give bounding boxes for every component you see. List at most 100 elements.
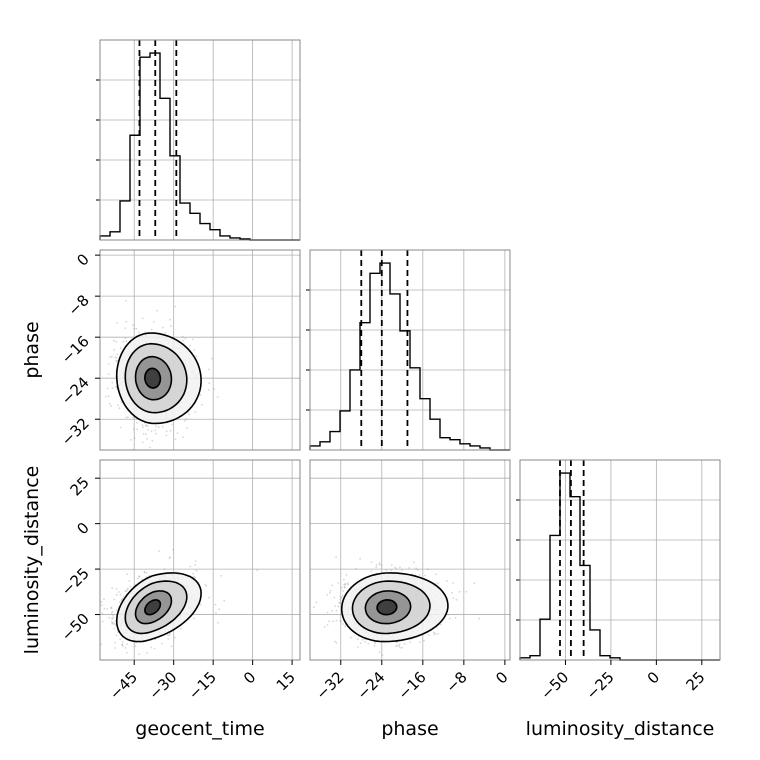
scatter-point [188, 413, 191, 416]
scatter-point [111, 617, 113, 620]
density-shading [376, 599, 398, 616]
scatter-point [168, 557, 171, 560]
scatter-point [332, 620, 335, 623]
scatter-point [192, 617, 195, 620]
scatter-point [112, 615, 114, 617]
scatter-point [125, 652, 128, 654]
scatter-point [346, 583, 349, 586]
scatter-point [478, 617, 481, 620]
density-contour [134, 355, 173, 401]
scatter-point [150, 430, 153, 433]
scatter-point [109, 402, 111, 405]
panel-frame [519, 459, 721, 661]
scatter-point [130, 439, 132, 441]
scatter-point [136, 428, 139, 431]
scatter-point [333, 596, 336, 599]
scatter-point [214, 603, 217, 606]
scatter-point [192, 572, 195, 575]
scatter-point [409, 641, 411, 643]
scatter-point [378, 651, 381, 654]
scatter-point [145, 572, 148, 574]
scatter-point [169, 556, 171, 558]
scatter-point [342, 623, 344, 625]
scatter-point [176, 432, 179, 434]
scatter-point [172, 548, 175, 551]
scatter-point [125, 340, 128, 343]
scatter-point [145, 576, 148, 578]
scatter-point [157, 426, 160, 429]
scatter-point [111, 623, 113, 625]
scatter-point [337, 605, 340, 608]
panel-frame [99, 249, 301, 451]
scatter-point [394, 566, 397, 569]
scatter-point [208, 596, 211, 599]
scatter-point [110, 606, 113, 609]
scatter-point [323, 625, 326, 628]
scatter-point [331, 584, 333, 587]
scatter-point [133, 327, 135, 330]
scatter-point [359, 642, 362, 645]
scatter-point [115, 609, 118, 612]
scatter-point [111, 587, 114, 590]
scatter-point [167, 637, 170, 640]
scatter-point [111, 381, 114, 384]
scatter-point [390, 564, 393, 566]
scatter-point [465, 590, 468, 593]
scatter-point [112, 621, 114, 624]
scatter-point [104, 396, 107, 398]
panel-frame [309, 459, 511, 661]
scatter-point [111, 610, 114, 613]
scatter-point [169, 429, 172, 432]
scatter-point [141, 441, 144, 443]
x-axis-label: luminosity_distance [526, 718, 715, 740]
scatter-point [125, 320, 128, 323]
scatter-point [434, 573, 437, 576]
scatter-point [446, 579, 448, 582]
scatter-point [106, 387, 109, 390]
scatter-point [121, 597, 124, 600]
scatter-point [338, 601, 340, 604]
scatter-point [121, 641, 124, 643]
scatter-point [195, 355, 198, 358]
scatter-point [154, 429, 157, 432]
scatter-point [183, 419, 186, 422]
scatter-point [143, 570, 146, 573]
scatter-point [146, 437, 149, 440]
scatter-point [436, 582, 439, 584]
scatter-point [396, 641, 398, 644]
scatter-point [340, 621, 342, 623]
scatter-point [199, 603, 202, 606]
scatter-point [145, 433, 147, 436]
scatter-point [437, 632, 439, 635]
hist-panel-geocent_time [96, 39, 301, 241]
scatter-point [335, 619, 338, 622]
scatter-point [174, 438, 177, 441]
scatter-point [115, 341, 118, 343]
scatter-point [155, 432, 158, 435]
scatter-point [399, 646, 402, 649]
scatter-point [103, 598, 105, 600]
scatter-point [329, 592, 331, 594]
scatter-point [374, 642, 376, 645]
scatter-point [199, 394, 202, 396]
scatter-point [370, 570, 373, 573]
scatter-point [342, 578, 345, 581]
scatter-point [396, 644, 399, 647]
panel-content [104, 300, 219, 450]
scatter-point [213, 388, 216, 390]
scatter-point [424, 574, 426, 577]
scatter-point [334, 640, 336, 643]
scatter-point [144, 425, 147, 427]
scatter-point [134, 645, 137, 648]
scatter-point [378, 563, 381, 566]
scatter-point [452, 582, 454, 584]
density-contour [340, 572, 449, 643]
scatter-point [137, 575, 140, 578]
scatter-point [417, 569, 419, 571]
panel-frame [309, 249, 511, 451]
scatter-point [375, 564, 378, 567]
scatter-point [367, 642, 370, 645]
scatter-point [428, 634, 430, 636]
scatter-point [315, 601, 318, 604]
scatter-point [344, 625, 347, 628]
